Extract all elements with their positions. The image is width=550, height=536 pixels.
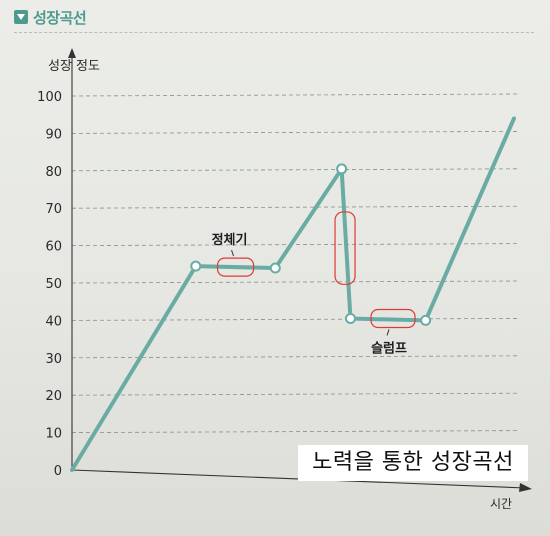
gridline [71,93,521,97]
y-tick-label: 60 [45,240,62,255]
y-axis-arrow-icon [68,48,76,58]
y-tick-label: 20 [45,389,62,404]
y-tick-label: 80 [45,165,62,180]
slump-highlight [370,308,416,329]
gridline [71,243,521,247]
x-axis-arrow-icon [519,483,532,492]
y-tick-label: 50 [45,277,62,292]
header-divider [14,32,534,34]
gridline [71,130,521,134]
download-arrow-icon [14,10,28,24]
slump-pointer [386,329,390,336]
drop-highlight [334,211,356,285]
series-line [70,116,516,472]
data-point [190,260,202,272]
gridline [71,430,521,434]
data-point [336,163,348,175]
data-point [420,314,432,326]
y-tick-label: 100 [37,90,62,105]
y-tick-label: 30 [45,352,62,367]
gridline [71,355,521,359]
y-axis-label: 성장 정도 [48,59,100,74]
plateau-label: 정체기 [212,232,248,248]
gridline [71,280,521,284]
y-tick-label: 40 [45,314,62,329]
gridline [71,392,521,396]
plateau-highlight [216,257,255,277]
y-tick-label: 10 [45,427,62,442]
y-tick-label: 70 [45,202,62,217]
gridline [71,317,521,321]
y-tick-label: 90 [45,127,62,142]
data-point [344,313,356,325]
gridline [71,205,521,209]
plateau-pointer [231,249,235,257]
header: 성장곡선 [14,6,87,28]
y-tick-label: 0 [54,464,62,479]
data-point [269,262,281,274]
slump-label: 슬럼프 [371,341,407,356]
chart-caption: 노력을 통한 성장곡선 [298,445,528,481]
gridline [71,168,521,172]
x-axis-label: 시간 [490,497,512,511]
page-title: 성장곡선 [33,8,87,27]
